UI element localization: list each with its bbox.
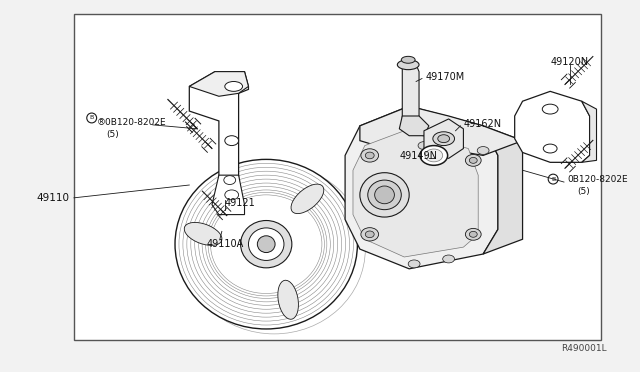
Polygon shape [399, 116, 429, 136]
Ellipse shape [225, 136, 239, 145]
Ellipse shape [438, 135, 450, 142]
Ellipse shape [469, 157, 477, 163]
Ellipse shape [465, 228, 481, 240]
Polygon shape [424, 119, 463, 158]
Ellipse shape [543, 144, 557, 153]
Text: B: B [90, 115, 94, 121]
Polygon shape [189, 72, 248, 200]
Ellipse shape [278, 280, 298, 319]
Ellipse shape [225, 81, 243, 92]
Ellipse shape [408, 260, 420, 268]
Text: (5): (5) [577, 187, 589, 196]
Ellipse shape [365, 231, 374, 238]
Polygon shape [483, 126, 523, 254]
Text: 49121: 49121 [225, 198, 255, 208]
Ellipse shape [360, 173, 409, 217]
Text: 49110: 49110 [36, 193, 69, 203]
Ellipse shape [433, 132, 454, 145]
Ellipse shape [397, 60, 419, 70]
Text: 0B120-8202E: 0B120-8202E [567, 175, 628, 184]
Text: (5): (5) [106, 130, 119, 139]
Ellipse shape [420, 145, 447, 165]
Ellipse shape [184, 222, 222, 246]
Ellipse shape [361, 228, 379, 241]
Polygon shape [582, 101, 596, 162]
Text: 49120N: 49120N [550, 57, 588, 67]
Circle shape [87, 113, 97, 123]
Ellipse shape [365, 152, 374, 159]
Text: B: B [551, 177, 556, 182]
Text: ®0B120-8202E: ®0B120-8202E [97, 118, 166, 127]
Circle shape [548, 174, 558, 184]
Ellipse shape [374, 186, 394, 204]
Ellipse shape [401, 56, 415, 63]
Ellipse shape [477, 147, 489, 154]
Polygon shape [189, 72, 248, 96]
Ellipse shape [418, 142, 430, 150]
Ellipse shape [425, 149, 443, 162]
Polygon shape [403, 60, 419, 126]
Ellipse shape [224, 176, 236, 185]
Ellipse shape [248, 228, 284, 260]
Polygon shape [345, 106, 498, 269]
Polygon shape [353, 131, 478, 257]
Ellipse shape [225, 190, 239, 200]
Ellipse shape [368, 180, 401, 210]
Bar [74, 15, 602, 340]
Ellipse shape [361, 149, 379, 162]
Polygon shape [212, 175, 244, 215]
Ellipse shape [469, 231, 477, 237]
Text: 49170M: 49170M [426, 72, 465, 81]
Ellipse shape [447, 137, 460, 145]
Text: 49149N: 49149N [399, 151, 437, 160]
Text: 49110A: 49110A [207, 239, 244, 249]
Text: R490001L: R490001L [561, 344, 606, 353]
Ellipse shape [542, 104, 558, 114]
Text: 49162N: 49162N [463, 119, 502, 129]
Ellipse shape [175, 159, 357, 329]
Polygon shape [515, 92, 589, 162]
Ellipse shape [443, 255, 454, 263]
Polygon shape [360, 106, 523, 155]
Ellipse shape [241, 221, 292, 268]
Ellipse shape [257, 236, 275, 253]
Ellipse shape [291, 184, 324, 214]
Ellipse shape [465, 154, 481, 166]
